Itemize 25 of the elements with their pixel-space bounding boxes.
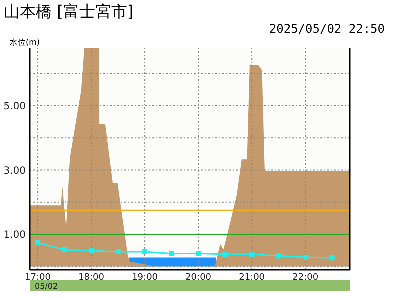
x-tick-label: 18:00 <box>78 273 105 283</box>
text: 05/02 <box>35 282 58 291</box>
point <box>222 252 228 258</box>
x-tick-label: 20:00 <box>186 273 212 283</box>
point <box>276 254 282 259</box>
point <box>330 256 335 261</box>
chart-subtitle: 2025/05/02 22:50 <box>269 22 385 36</box>
x-tick-label: 19:00 <box>132 273 158 283</box>
x-tick-label: 17:00 <box>25 273 52 283</box>
point <box>116 249 121 254</box>
chart-title: 山本橋 [富士宮市] <box>4 2 134 21</box>
x-tick-label: 22:00 <box>292 273 319 283</box>
y-axis-title: 水位(m) <box>10 38 40 47</box>
point <box>89 248 94 254</box>
point <box>196 251 202 256</box>
point <box>250 252 255 258</box>
y-tick-label: 5.00 <box>4 101 26 112</box>
point <box>303 254 308 260</box>
y-tick-label: 3.00 <box>4 166 26 177</box>
point <box>36 240 41 246</box>
point <box>169 251 174 256</box>
point <box>142 249 148 254</box>
x-tick-label: 21:00 <box>239 273 266 283</box>
point <box>62 248 68 253</box>
y-tick-label: 1.00 <box>4 230 26 242</box>
